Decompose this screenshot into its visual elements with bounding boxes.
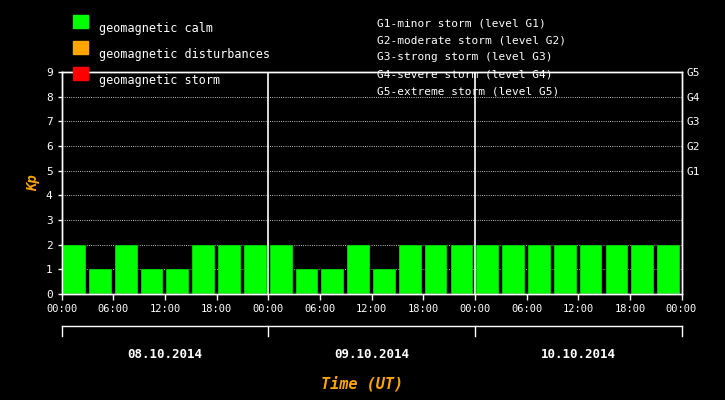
Bar (502, 245, 525, 294)
Bar (373, 269, 396, 294)
Bar (192, 245, 215, 294)
Bar (528, 245, 551, 294)
Bar (605, 245, 629, 294)
Bar (347, 245, 370, 294)
Text: 08.10.2014: 08.10.2014 (128, 348, 202, 360)
Text: geomagnetic disturbances: geomagnetic disturbances (99, 48, 270, 61)
Bar (451, 245, 473, 294)
Bar (580, 245, 602, 294)
Bar (218, 245, 241, 294)
Text: G2-moderate storm (level G2): G2-moderate storm (level G2) (377, 35, 566, 45)
Bar (89, 269, 112, 294)
Text: Time (UT): Time (UT) (321, 376, 404, 392)
Bar (631, 245, 654, 294)
Bar (244, 245, 267, 294)
Bar (321, 269, 344, 294)
Text: geomagnetic calm: geomagnetic calm (99, 22, 213, 35)
Text: G1-minor storm (level G1): G1-minor storm (level G1) (377, 18, 546, 28)
Bar (296, 269, 318, 294)
Text: G4-severe storm (level G4): G4-severe storm (level G4) (377, 70, 552, 80)
Bar (554, 245, 576, 294)
Text: 10.10.2014: 10.10.2014 (541, 348, 616, 360)
Bar (115, 245, 138, 294)
Text: geomagnetic storm: geomagnetic storm (99, 74, 220, 87)
Text: G5-extreme storm (level G5): G5-extreme storm (level G5) (377, 87, 559, 97)
Bar (167, 269, 189, 294)
Bar (476, 245, 499, 294)
Bar (270, 245, 292, 294)
Text: 09.10.2014: 09.10.2014 (334, 348, 409, 360)
Bar (658, 245, 680, 294)
Bar (63, 245, 86, 294)
Text: G3-strong storm (level G3): G3-strong storm (level G3) (377, 52, 552, 62)
Bar (425, 245, 447, 294)
Bar (399, 245, 422, 294)
Bar (141, 269, 163, 294)
Y-axis label: Kp: Kp (26, 175, 41, 191)
